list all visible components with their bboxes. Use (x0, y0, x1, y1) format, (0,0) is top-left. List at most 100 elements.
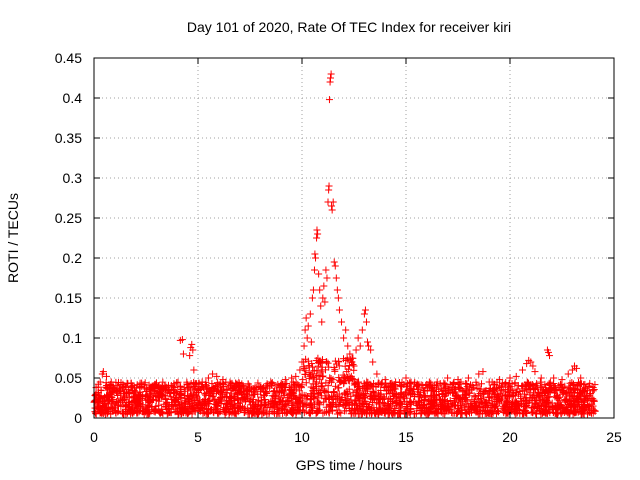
bg-point (330, 388, 338, 396)
bg-point (470, 399, 478, 407)
bg-point (293, 400, 301, 408)
bg-point (129, 408, 137, 416)
bg-point (541, 389, 549, 397)
bg-point (325, 400, 333, 408)
bg-point (374, 408, 382, 416)
bg-point (195, 396, 203, 404)
bg-point (109, 385, 117, 393)
bg-point (465, 389, 473, 397)
bg-point (240, 404, 248, 412)
bg-point (223, 389, 231, 397)
bg-point (189, 405, 197, 413)
bg-point (114, 398, 122, 406)
bg-point (93, 405, 101, 413)
bg-point (249, 395, 257, 403)
bg-point (249, 385, 257, 393)
bg-point (485, 409, 493, 417)
bg-point (415, 397, 423, 405)
bg-point (565, 410, 573, 418)
bg-point (268, 380, 276, 388)
data-point (464, 374, 472, 382)
bg-point (234, 394, 242, 402)
bg-point (292, 379, 300, 387)
bg-point (380, 383, 388, 391)
bg-point (341, 373, 349, 381)
bg-point (477, 395, 485, 403)
bg-point (491, 397, 499, 405)
background-points (90, 354, 599, 418)
bg-point (471, 393, 479, 401)
bg-point (356, 383, 364, 391)
bg-point (489, 408, 497, 416)
data-point (315, 270, 323, 278)
bg-point (346, 398, 354, 406)
bg-point (316, 357, 324, 365)
bg-point (371, 409, 379, 417)
bg-point (484, 406, 492, 414)
bg-point (215, 380, 223, 388)
bg-point (430, 407, 438, 415)
bg-point (549, 403, 557, 411)
bg-point (573, 401, 581, 409)
bg-point (433, 391, 441, 399)
bg-point (458, 396, 466, 404)
bg-point (359, 408, 367, 416)
bg-point (307, 371, 315, 379)
bg-point (151, 408, 159, 416)
bg-point (400, 407, 408, 415)
bg-point (562, 406, 570, 414)
bg-point (308, 370, 316, 378)
bg-point (295, 393, 303, 401)
bg-point (145, 381, 153, 389)
data-point (138, 380, 146, 388)
bg-point (105, 407, 113, 415)
bg-point (152, 406, 160, 414)
bg-point (351, 405, 359, 413)
bg-point (387, 386, 395, 394)
bg-point (184, 392, 192, 400)
bg-point (590, 397, 598, 405)
data-point (577, 374, 585, 382)
data-point (529, 362, 537, 370)
bg-point (155, 389, 163, 397)
bg-point (466, 389, 474, 397)
data-point (342, 326, 350, 334)
data-point (346, 350, 354, 358)
bg-point (561, 382, 569, 390)
data-point (312, 254, 320, 262)
bg-point (369, 388, 377, 396)
bg-point (573, 382, 581, 390)
bg-point (546, 409, 554, 417)
data-point (325, 182, 333, 190)
bg-point (279, 403, 287, 411)
bg-point (272, 382, 280, 390)
data-point (367, 346, 375, 354)
bg-point (188, 396, 196, 404)
y-tick-label: 0.3 (63, 170, 83, 186)
bg-point (191, 385, 199, 393)
bg-point (185, 395, 193, 403)
bg-point (413, 381, 421, 389)
data-point (531, 368, 539, 376)
bg-point (298, 381, 306, 389)
data-point (444, 374, 452, 382)
bg-point (559, 388, 567, 396)
bg-point (354, 393, 362, 401)
bg-point (294, 403, 302, 411)
bg-point (195, 388, 203, 396)
data-points (92, 70, 597, 392)
bg-point (448, 385, 456, 393)
data-point (267, 378, 275, 386)
data-point (362, 318, 370, 326)
bg-point (269, 401, 277, 409)
bg-point (191, 379, 199, 387)
x-tick-label: 20 (502, 429, 518, 445)
bg-point (313, 397, 321, 405)
bg-point (187, 400, 195, 408)
bg-point (342, 356, 350, 364)
bg-point (335, 358, 343, 366)
bg-point (229, 385, 237, 393)
bg-point (259, 384, 267, 392)
data-point (213, 372, 221, 380)
bg-point (355, 378, 363, 386)
